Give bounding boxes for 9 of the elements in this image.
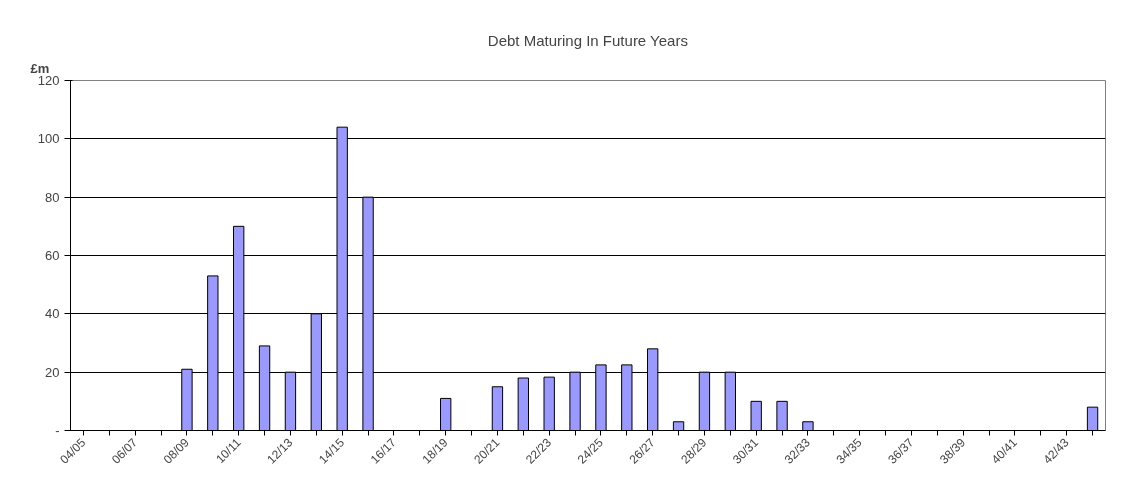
y-tick-label: 20: [45, 364, 60, 380]
y-axis-title: £m: [30, 60, 50, 76]
y-tick-label: -: [55, 423, 60, 438]
y-tick-label: 100: [37, 131, 60, 147]
y-tick-label: 60: [45, 248, 60, 263]
y-tick-label: 80: [45, 189, 60, 205]
y-tick-label: 120: [37, 73, 60, 88]
chart-title: Debt Maturing In Future Years: [487, 31, 688, 49]
y-tick-label: 40: [45, 306, 60, 322]
